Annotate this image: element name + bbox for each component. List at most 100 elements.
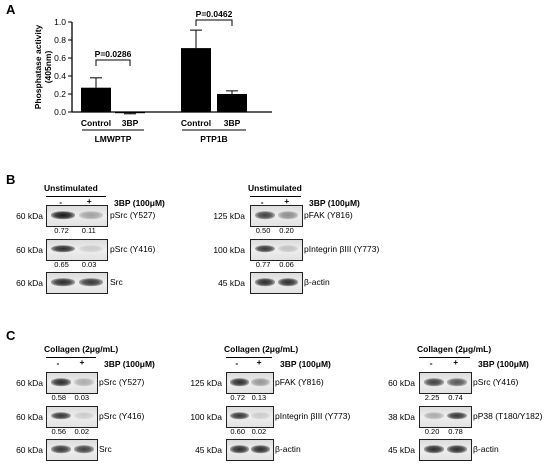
lane-plus-label: + [86,196,92,206]
blot-strip [226,405,274,428]
treatment-label: 3BP (100μM) [478,359,529,369]
panel-letter-a: A [6,2,16,17]
blot-strip [250,238,303,261]
kda-marker: 60 kDa [16,211,43,221]
band-lane-plus [78,244,103,253]
band-quantification: 0.72 [54,226,69,235]
lane-minus-label: - [59,197,63,207]
blot-strip [419,372,472,394]
band-quantification: 0.11 [81,226,96,235]
blot-strip [226,372,274,394]
band-quantification: 0.60 [230,426,246,436]
header-underline [419,357,470,358]
band-lane-minus [423,378,444,386]
lane-plus-label: + [284,196,290,206]
blot-strip [419,405,472,428]
band-lane-minus [51,278,76,286]
band-lane-plus [78,211,103,219]
protein-label: pIntegrin βIII (Y773) [275,410,351,421]
band-lane-minus [254,211,275,219]
lane-plus-label: + [256,357,262,367]
header-underline [46,357,96,358]
panel-letter-b: B [6,172,16,187]
band-lane-plus [73,445,94,453]
protein-label: pSrc (Y416) [99,410,145,421]
kda-marker: 45 kDa [218,278,245,288]
treatment-label: 3BP (100μM) [104,359,155,369]
protein-label: pIntegrin βIII (Y773) [304,243,380,254]
header-underline [46,196,106,197]
blot-strip [46,372,98,394]
kda-marker: 38 kDa [388,411,415,422]
band-quantification: 0.03 [74,393,90,402]
bar-2 [115,112,145,114]
panel-letter-c: C [6,328,16,343]
lane-minus-label: - [429,358,433,368]
kda-marker: 45 kDa [195,445,222,455]
band-lane-plus [447,378,468,386]
kda-marker: 60 kDa [16,244,43,255]
protein-label: β-actin [275,444,301,454]
band-lane-plus [73,378,94,386]
kda-marker: 60 kDa [16,278,43,288]
header-underline [250,196,301,197]
blot-strip [226,439,274,461]
bar-3 [181,48,211,112]
band-lane-minus [423,445,444,453]
y-tick-label: 0.2 [54,89,66,99]
condition-header: Collagen (2μg/mL) [417,344,492,354]
kda-marker: 125 kDa [213,211,245,221]
band-lane-minus [51,211,76,219]
condition-header: Unstimulated [248,183,302,193]
band-lane-plus [278,211,299,219]
blot-strip [419,439,472,461]
band-lane-plus [251,411,270,420]
blot-panel-b-unstimulated-fak: Unstimulated - +3BP (100μM) 125 kDa pFAK (Y8… [0,0,550,294]
header-underline [226,357,272,358]
kda-marker: 60 kDa [16,411,43,422]
band-lane-plus [251,378,270,386]
bar-4 [217,94,247,112]
band-lane-minus [50,411,71,420]
blot-strip [46,272,108,294]
band-lane-minus [230,445,249,453]
significance-bracket [95,59,131,66]
band-quantification: 0.13 [251,393,267,402]
y-tick-label: 0.8 [54,35,66,45]
x-tick-label: 3BP [122,118,139,128]
band-quantification: 0.74 [448,393,463,402]
condition-header: Collagen (2μg/mL) [224,344,299,354]
kda-marker: 125 kDa [190,378,222,388]
band-quantification: 0.06 [279,259,294,269]
protein-label: pSrc (Y527) [99,377,145,387]
blot-panel-b-unstimulated-src: Unstimulated - +3BP (100μM) 60 kDa pSrc (Y52… [0,0,550,294]
band-quantification: 0.56 [51,426,67,436]
band-lane-minus [50,378,71,386]
band-quantification: 0.77 [255,259,271,269]
blot-strip [46,205,108,227]
band-lane-minus [230,378,249,386]
x-tick-label: Control [181,118,211,128]
condition-header: Collagen (2μg/mL) [44,344,119,354]
y-axis-label: Phosphatase activity(405nm) [33,24,53,109]
band-lane-minus [423,411,444,420]
kda-marker: 60 kDa [16,445,43,455]
protein-label: pP38 (T180/Y182) [473,410,543,421]
band-quantification: 0.58 [51,393,67,402]
x-tick-label: Control [81,118,111,128]
blot-strip [250,205,303,227]
protein-label: Src [110,277,123,287]
bar-1 [81,87,111,112]
lane-plus-label: + [453,357,459,367]
band-lane-plus [73,411,94,420]
band-quantification: 2.25 [424,393,440,402]
band-lane-minus [50,445,71,453]
lane-minus-label: - [56,358,60,368]
band-quantification: 0.50 [255,226,271,235]
band-lane-minus [254,278,275,286]
treatment-label: 3BP (100μM) [309,198,360,208]
